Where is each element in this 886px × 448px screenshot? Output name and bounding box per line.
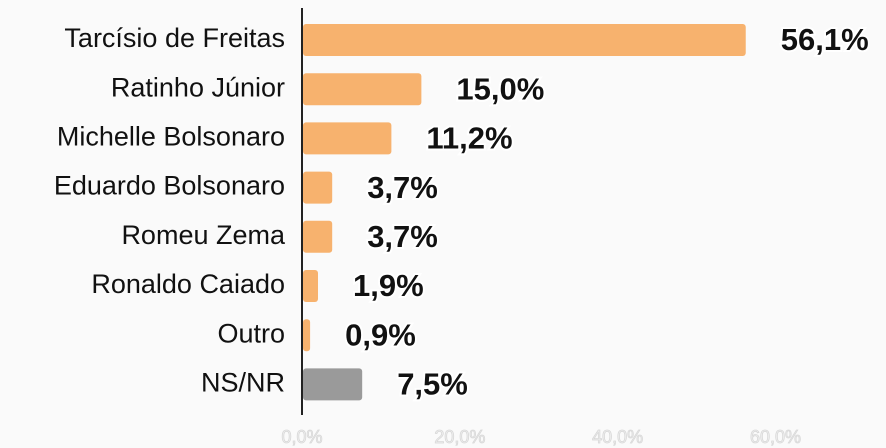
bar [303, 24, 746, 56]
category-label: Eduardo Bolsonaro [54, 171, 285, 201]
bar [303, 171, 333, 204]
category-label: Romeu Zema [121, 220, 286, 250]
category-label: Outro [217, 318, 285, 348]
value-label: 3,7% [367, 219, 438, 254]
bar [303, 73, 422, 106]
x-tick-label: 40,0% [592, 427, 643, 447]
category-label: Tarcísio de Freitas [64, 23, 285, 53]
category-label: Michelle Bolsonaro [57, 122, 285, 152]
bar [303, 368, 363, 401]
value-label: 56,1% [781, 22, 869, 57]
value-label: 3,7% [367, 170, 438, 205]
category-label: NS/NR [201, 368, 285, 398]
bar [303, 122, 392, 155]
x-tick-label: 20,0% [434, 427, 485, 447]
value-label: 11,2% [426, 121, 512, 156]
value-label: 15,0% [456, 71, 544, 106]
bar [303, 319, 311, 352]
x-tick-label: 60,0% [750, 427, 801, 447]
value-label: 1,9% [353, 268, 424, 303]
value-label: 7,5% [397, 367, 468, 402]
bar [303, 220, 333, 253]
category-label: Ronaldo Caiado [91, 269, 285, 299]
bar [303, 270, 318, 302]
x-tick-label: 0,0% [281, 427, 322, 447]
value-label: 0,9% [345, 317, 416, 352]
category-label: Ratinho Júnior [111, 72, 285, 102]
